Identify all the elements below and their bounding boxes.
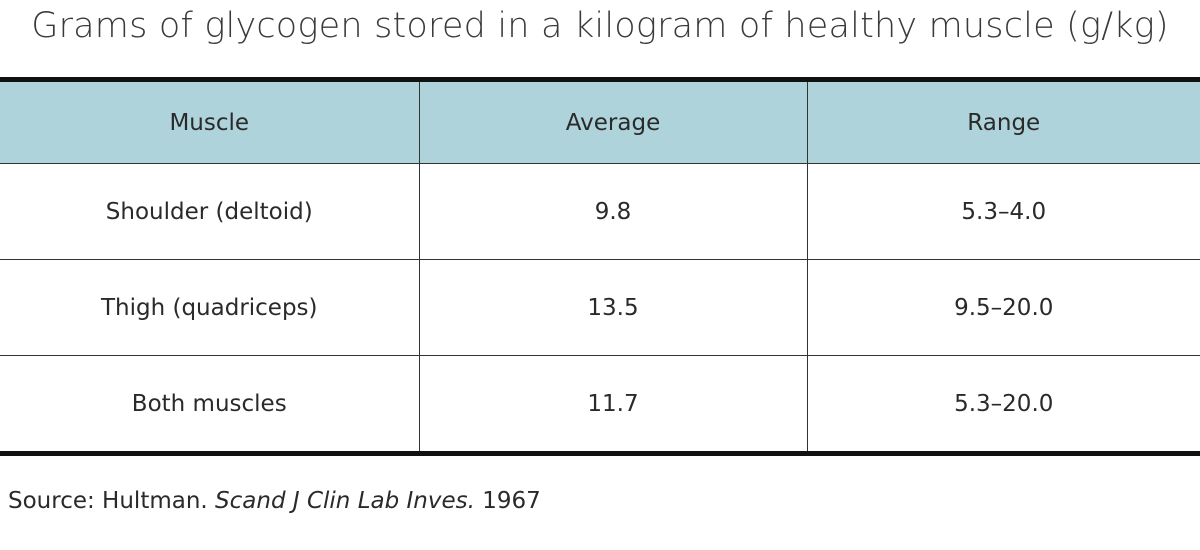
- glycogen-table: Muscle Average Range Shoulder (deltoid) …: [0, 77, 1200, 456]
- cell-muscle: Thigh (quadriceps): [0, 259, 419, 356]
- cell-range: 5.3–20.0: [806, 355, 1200, 451]
- header-row: Muscle Average Range: [0, 82, 1200, 164]
- table-title: Grams of glycogen stored in a kilogram o…: [31, 6, 1169, 46]
- table-row: Thigh (quadriceps) 13.5 9.5–20.0: [0, 259, 1200, 356]
- cell-average: 13.5: [418, 259, 807, 356]
- source-citation: Source: Hultman. Scand J Clin Lab Inves.…: [8, 488, 541, 514]
- source-journal: Scand J Clin Lab Inves.: [215, 488, 475, 514]
- cell-average: 9.8: [418, 163, 807, 260]
- source-year: 1967: [482, 488, 541, 514]
- cell-muscle: Both muscles: [131, 390, 287, 417]
- column-header-average: Average: [418, 82, 807, 164]
- column-header-muscle: Muscle: [0, 82, 419, 164]
- cell-muscle: Shoulder (deltoid): [0, 163, 419, 260]
- table-row: Shoulder (deltoid) 9.8 5.3–4.0: [0, 163, 1200, 260]
- source-prefix: Source: Hultman.: [8, 488, 208, 514]
- cell-range: 5.3–4.0: [806, 163, 1200, 260]
- cell-range: 9.5–20.0: [806, 259, 1200, 356]
- cell-average: 11.7: [418, 355, 807, 451]
- column-header-range: Range: [806, 82, 1200, 164]
- table-row: Both muscles 11.7 5.3–20.0: [0, 355, 1200, 451]
